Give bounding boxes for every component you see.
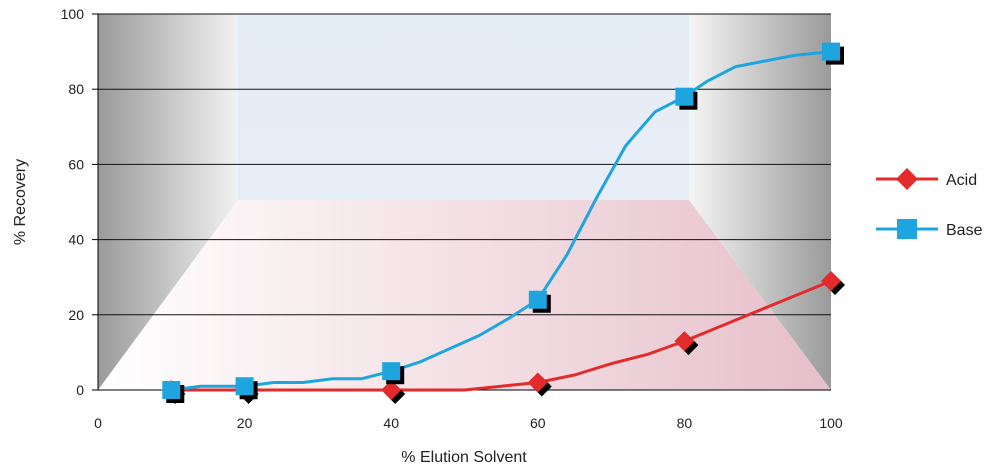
y-tick-label: 100 [61,6,85,22]
base-marker [235,377,254,396]
acid-marker [381,380,402,400]
acid-marker [674,331,695,352]
series-line [171,50,832,392]
acid-marker [527,372,548,393]
y-axis-title: % Recovery [12,159,29,245]
x-axis-ticks: 0 20 40 60 80 100 [94,415,843,431]
y-tick-label: 60 [68,156,84,172]
x-tick-label: 0 [94,415,102,431]
plot-background [98,14,831,390]
series-layer [161,42,845,404]
gridlines [98,13,831,316]
series-line [171,279,832,392]
x-tick-label: 100 [819,415,843,431]
base-marker [382,362,401,381]
x-tick-label: 20 [237,415,253,431]
x-tick-label: 40 [383,415,399,431]
legend-item-acid: Acid [876,168,977,190]
legend-label: Base [946,222,983,239]
legend-square-marker [897,219,917,239]
y-tick-label: 0 [76,382,84,398]
x-axis-title: % Elution Solvent [401,449,527,466]
x-tick-label: 60 [530,415,546,431]
acid-marker [821,270,841,291]
x-tick-label: 80 [677,415,693,431]
y-tick-label: 40 [68,232,84,248]
legend: Acid Base [876,168,983,239]
base-marker [162,381,181,399]
legend-item-base: Base [876,219,983,239]
y-tick-label: 20 [68,307,84,323]
base-marker [822,42,840,61]
series-base [162,42,844,403]
base-marker [528,290,547,309]
y-axis-ticks: 0 20 40 60 80 100 [61,6,98,398]
base-marker [675,87,694,106]
y-tick-label: 80 [68,81,84,97]
legend-diamond-marker [896,168,918,190]
legend-label: Acid [946,172,977,189]
